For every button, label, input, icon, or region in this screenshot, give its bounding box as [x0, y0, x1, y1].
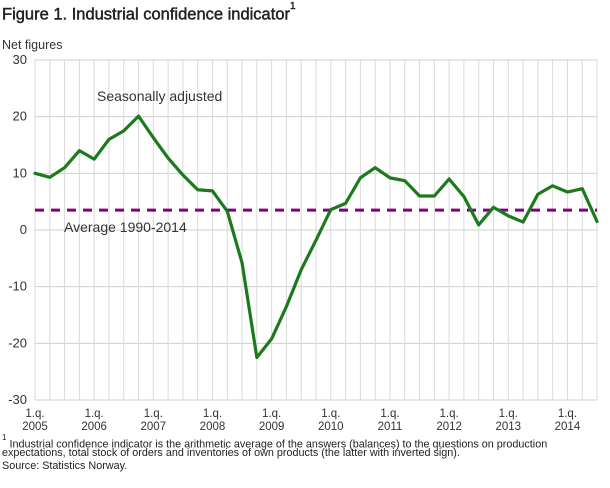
svg-text:2014: 2014	[555, 421, 581, 433]
svg-text:30: 30	[13, 52, 27, 67]
svg-text:1.q.: 1.q.	[380, 408, 399, 420]
svg-text:1.q.: 1.q.	[440, 408, 459, 420]
svg-text:2013: 2013	[495, 421, 521, 433]
svg-text:2012: 2012	[436, 421, 462, 433]
svg-text:2008: 2008	[200, 421, 226, 433]
svg-text:2010: 2010	[318, 421, 344, 433]
svg-text:-20: -20	[8, 335, 27, 350]
svg-text:1.q.: 1.q.	[321, 408, 340, 420]
svg-text:-10: -10	[8, 279, 27, 294]
svg-text:-30: -30	[8, 392, 27, 407]
svg-text:2005: 2005	[22, 421, 48, 433]
svg-text:2009: 2009	[259, 421, 285, 433]
svg-text:1.q.: 1.q.	[144, 408, 163, 420]
svg-text:1.q.: 1.q.	[85, 408, 104, 420]
svg-text:1.q.: 1.q.	[499, 408, 518, 420]
svg-text:2011: 2011	[378, 421, 403, 433]
svg-text:2006: 2006	[81, 421, 107, 433]
svg-text:1.q.: 1.q.	[262, 408, 281, 420]
svg-text:10: 10	[13, 165, 27, 180]
svg-text:1.q.: 1.q.	[203, 408, 222, 420]
svg-text:1.q.: 1.q.	[558, 408, 577, 420]
svg-text:20: 20	[13, 109, 27, 124]
svg-text:2007: 2007	[141, 421, 167, 433]
svg-text:1.q.: 1.q.	[25, 408, 44, 420]
svg-text:0: 0	[20, 222, 27, 237]
